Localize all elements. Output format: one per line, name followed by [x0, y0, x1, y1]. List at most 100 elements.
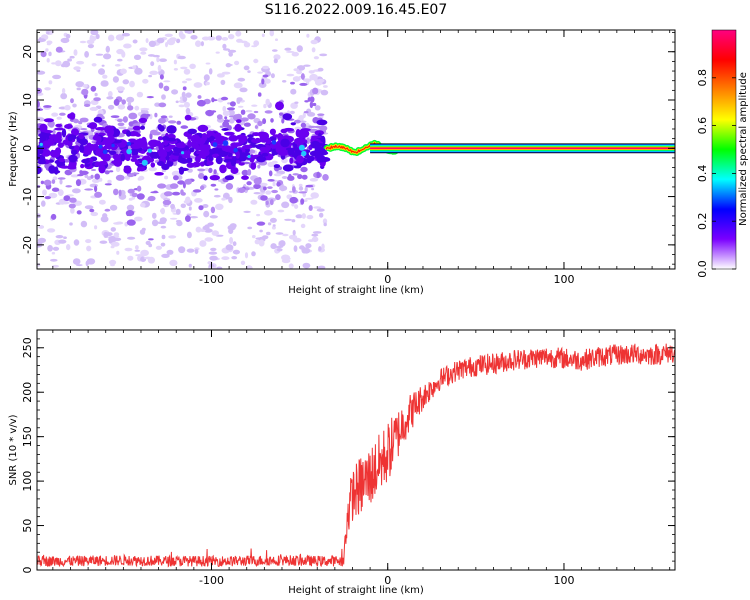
spectrum-speckle [102, 213, 108, 219]
spectrum-speckle [155, 245, 162, 250]
spectrum-peak [212, 142, 218, 147]
spectrum-band-blob [101, 153, 111, 162]
spectrum-speckle [129, 80, 135, 88]
spectrum-band-blob [167, 137, 177, 142]
spectrum-speckle [73, 49, 78, 56]
spectrum-speckle [178, 30, 184, 38]
spectrum-band-blob [150, 162, 156, 168]
spectrum-speckle [48, 192, 58, 199]
spectrum-speckle [132, 65, 137, 70]
spectrum-speckle [305, 243, 312, 249]
spectrum-speckle [164, 175, 169, 180]
spectrum-speckle [275, 232, 284, 235]
spectrum-speckle [95, 53, 104, 56]
spectrum-band-blob [123, 166, 132, 174]
spectrum-blob [113, 98, 120, 106]
spectrum-band-blob [315, 154, 325, 160]
spectrum-speckle [193, 82, 203, 88]
spectrum-speckle [232, 249, 240, 255]
spectrum-speckle [124, 247, 133, 252]
spectrum-speckle [210, 247, 217, 252]
spectrum-blob [197, 168, 206, 172]
spectrum-band-blob [68, 145, 75, 150]
spectrum-band-blob [271, 148, 276, 157]
spectrum-speckle [59, 179, 63, 185]
spectrum-blob [312, 102, 317, 107]
spectrum-speckle [95, 33, 100, 40]
spectrum-blob [240, 109, 246, 115]
spectrum-band-blob [247, 134, 254, 138]
spectrum-band-blob [138, 117, 148, 123]
spectrum-speckle [47, 245, 53, 252]
spectrum-band-blob [289, 157, 294, 164]
spectrum-speckle [221, 37, 229, 41]
spectrum-speckle [128, 197, 133, 201]
spectrum-blob [232, 114, 241, 121]
spectrum-band-blob [95, 147, 101, 152]
spectrum-blob [52, 129, 56, 135]
y-tick-label: 0 [21, 145, 34, 152]
spectrum-speckle [170, 203, 176, 210]
spectrum-blob [78, 120, 83, 125]
spectrum-speckle [216, 73, 225, 78]
spectrum-speckle [127, 236, 136, 240]
spectrum-speckle [316, 208, 325, 212]
spectrum-band-blob [39, 135, 44, 145]
spectrum-speckle [221, 71, 231, 75]
spectrum-blob [113, 188, 119, 196]
spectrum-band-blob [252, 132, 260, 137]
spectrum-speckle [80, 220, 88, 228]
spectrum-speckle [188, 206, 192, 211]
spectrum-speckle [203, 74, 210, 81]
spectrum-blob [40, 180, 45, 185]
spectrum-speckle [294, 204, 299, 209]
spectrum-speckle [175, 219, 182, 223]
spectrum-blob [197, 95, 202, 99]
colorbar-tick-label: 0.6 [696, 117, 709, 135]
spectrum-speckle [270, 73, 275, 79]
spectrogram-xlabel: Height of straight line (km) [288, 285, 424, 296]
spectrum-speckle [185, 196, 191, 204]
spectrum-blob [147, 195, 156, 202]
spectrum-blob [130, 172, 140, 175]
spectrum-band-blob [61, 128, 67, 138]
spectrum-speckle [185, 107, 191, 115]
spectrum-speckle [254, 239, 260, 245]
spectrum-blob [260, 195, 268, 201]
spectrum-speckle [98, 68, 105, 75]
spectrum-blob [225, 183, 234, 190]
spectrum-speckle [229, 223, 237, 229]
spectrum-speckle [252, 235, 256, 239]
spectrum-speckle [323, 85, 328, 88]
spectrum-blob [300, 122, 307, 128]
spectrum-band-blob [179, 158, 189, 164]
spectrum-speckle [51, 62, 57, 65]
y-tick-label: -10 [21, 188, 34, 206]
spectrum-speckle [121, 32, 130, 37]
spectrum-band-blob [135, 133, 141, 137]
spectrum-blob [93, 97, 101, 102]
spectrum-speckle [139, 47, 148, 52]
colorbar-tick-label: 0.2 [696, 212, 709, 230]
spectrum-speckle [243, 65, 250, 71]
y-tick-label: 250 [21, 337, 34, 358]
spectrum-blob [127, 188, 135, 194]
spectrum-speckle [52, 74, 62, 80]
spectrum-blob [104, 170, 110, 175]
spectrum-band-blob [250, 162, 257, 170]
spectrum-blob [229, 101, 236, 107]
spectrum-band-blob [277, 151, 289, 156]
spectrum-speckle [100, 215, 109, 223]
spectrum-band-blob [111, 160, 117, 164]
spectrum-band-blob [57, 142, 64, 149]
spectrum-speckle [244, 252, 249, 259]
spectrum-blob [241, 169, 249, 176]
spectrum-speckle [159, 58, 167, 62]
spectrum-blob [148, 238, 154, 241]
spectrum-speckle [42, 189, 47, 196]
spectrum-speckle [311, 187, 315, 191]
spectrum-speckle [245, 109, 253, 113]
spectrogram-frame [36, 29, 676, 270]
spectrum-band-blob [158, 142, 165, 151]
